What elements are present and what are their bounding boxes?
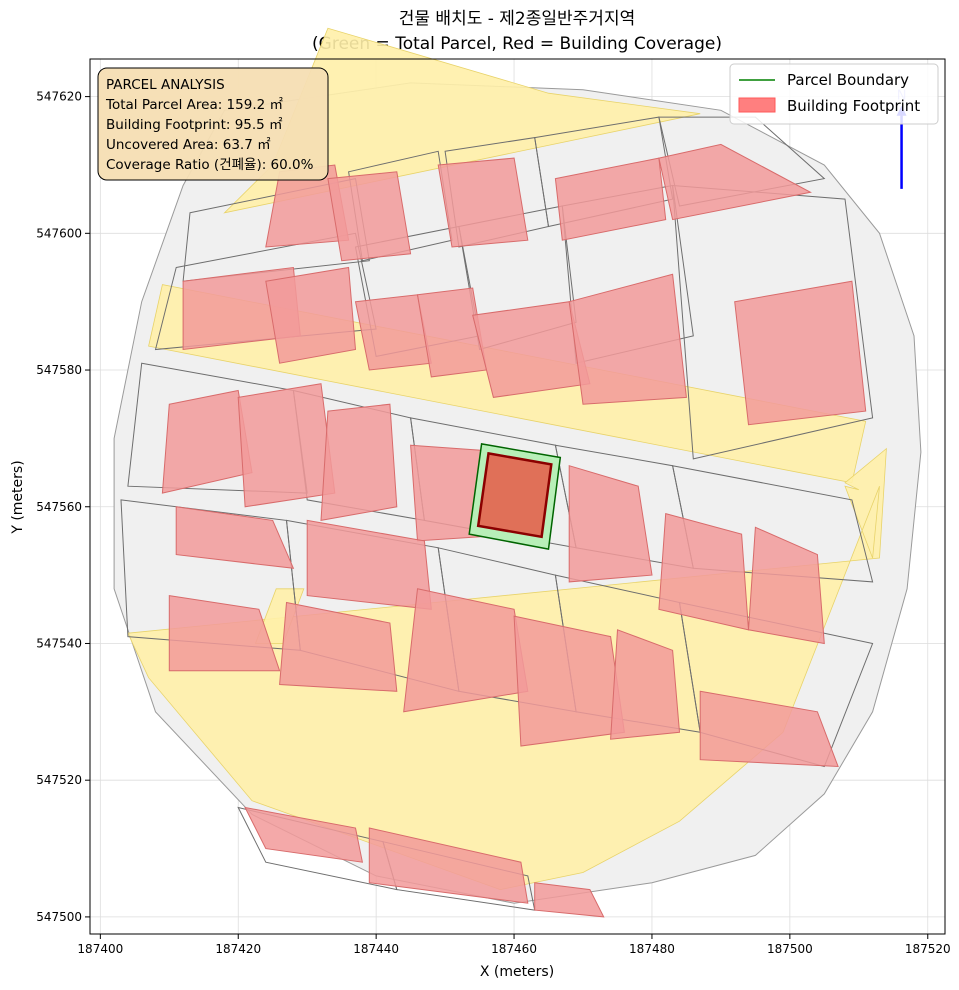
building-footprint (699, 690, 839, 768)
legend: Parcel Boundary Building Footprint (729, 63, 939, 125)
building-footprint (534, 882, 605, 918)
info-box-heading: PARCEL ANALYSIS (106, 77, 225, 93)
building-footprint (244, 806, 364, 863)
info-box-line: Uncovered Area: 63.7 ㎡ (106, 137, 271, 153)
building-footprint (168, 595, 281, 672)
x-tick-label: 187420 (215, 942, 261, 956)
y-tick-label: 547520 (36, 773, 82, 787)
building-footprint (175, 506, 295, 569)
building-footprint (513, 615, 625, 747)
target-building (476, 451, 553, 539)
y-tick-label: 547540 (36, 636, 82, 650)
building-footprint (368, 827, 529, 904)
y-axis-ticks: 547500 547520 547540 547560 547580 547600 5476… (36, 90, 90, 924)
x-tick-label: 187400 (77, 942, 123, 956)
x-axis-ticks: 187400 187420 187440 187460 187480 187500 1875… (77, 934, 951, 956)
legend-building-swatch (738, 97, 776, 113)
building-footprint (265, 266, 357, 364)
legend-frame (729, 63, 939, 125)
info-box: PARCEL ANALYSIS Total Parcel Area: 159.2… (97, 67, 329, 181)
legend-parcel-label: Parcel Boundary (787, 71, 909, 89)
building-footprint (610, 629, 681, 740)
x-axis-label: X (meters) (480, 964, 554, 980)
legend-building-label: Building Footprint (787, 97, 920, 115)
building-footprint (320, 403, 398, 522)
buildings (161, 143, 867, 918)
building-footprint (568, 465, 653, 583)
y-tick-label: 547600 (36, 226, 82, 240)
building-footprint (734, 280, 867, 426)
building-footprint (747, 526, 825, 645)
chart-title-line-1: 건물 배치도 - 제2종일반주거지역 (399, 9, 635, 29)
y-tick-label: 547500 (36, 910, 82, 924)
info-box-line: Total Parcel Area: 159.2 ㎡ (105, 97, 283, 113)
y-axis-label: Y (meters) (10, 460, 26, 534)
building-footprint (554, 157, 667, 241)
y-tick-label: 547580 (36, 363, 82, 377)
building-footprint (237, 383, 336, 508)
info-box-background (97, 67, 329, 181)
plot-frame (89, 58, 946, 935)
info-box-line: Building Footprint: 95.5 ㎡ (106, 117, 283, 133)
building-footprint (279, 601, 398, 692)
x-tick-label: 187460 (491, 942, 537, 956)
y-tick-label: 547560 (36, 500, 82, 514)
chart-title-line-2: (Green = Total Parcel, Red = Building Co… (312, 34, 722, 54)
x-tick-label: 187440 (353, 942, 399, 956)
building-footprint (658, 143, 812, 221)
info-box-line: Coverage Ratio (건폐율): 60.0% (106, 157, 314, 173)
building-footprint (568, 273, 687, 405)
x-tick-label: 187500 (767, 942, 813, 956)
x-tick-label: 187480 (629, 942, 675, 956)
y-tick-label: 547620 (36, 90, 82, 104)
target-parcel-group (468, 443, 562, 550)
x-tick-label: 187520 (905, 942, 951, 956)
building-footprint (437, 157, 529, 248)
building-footprint (327, 171, 412, 262)
